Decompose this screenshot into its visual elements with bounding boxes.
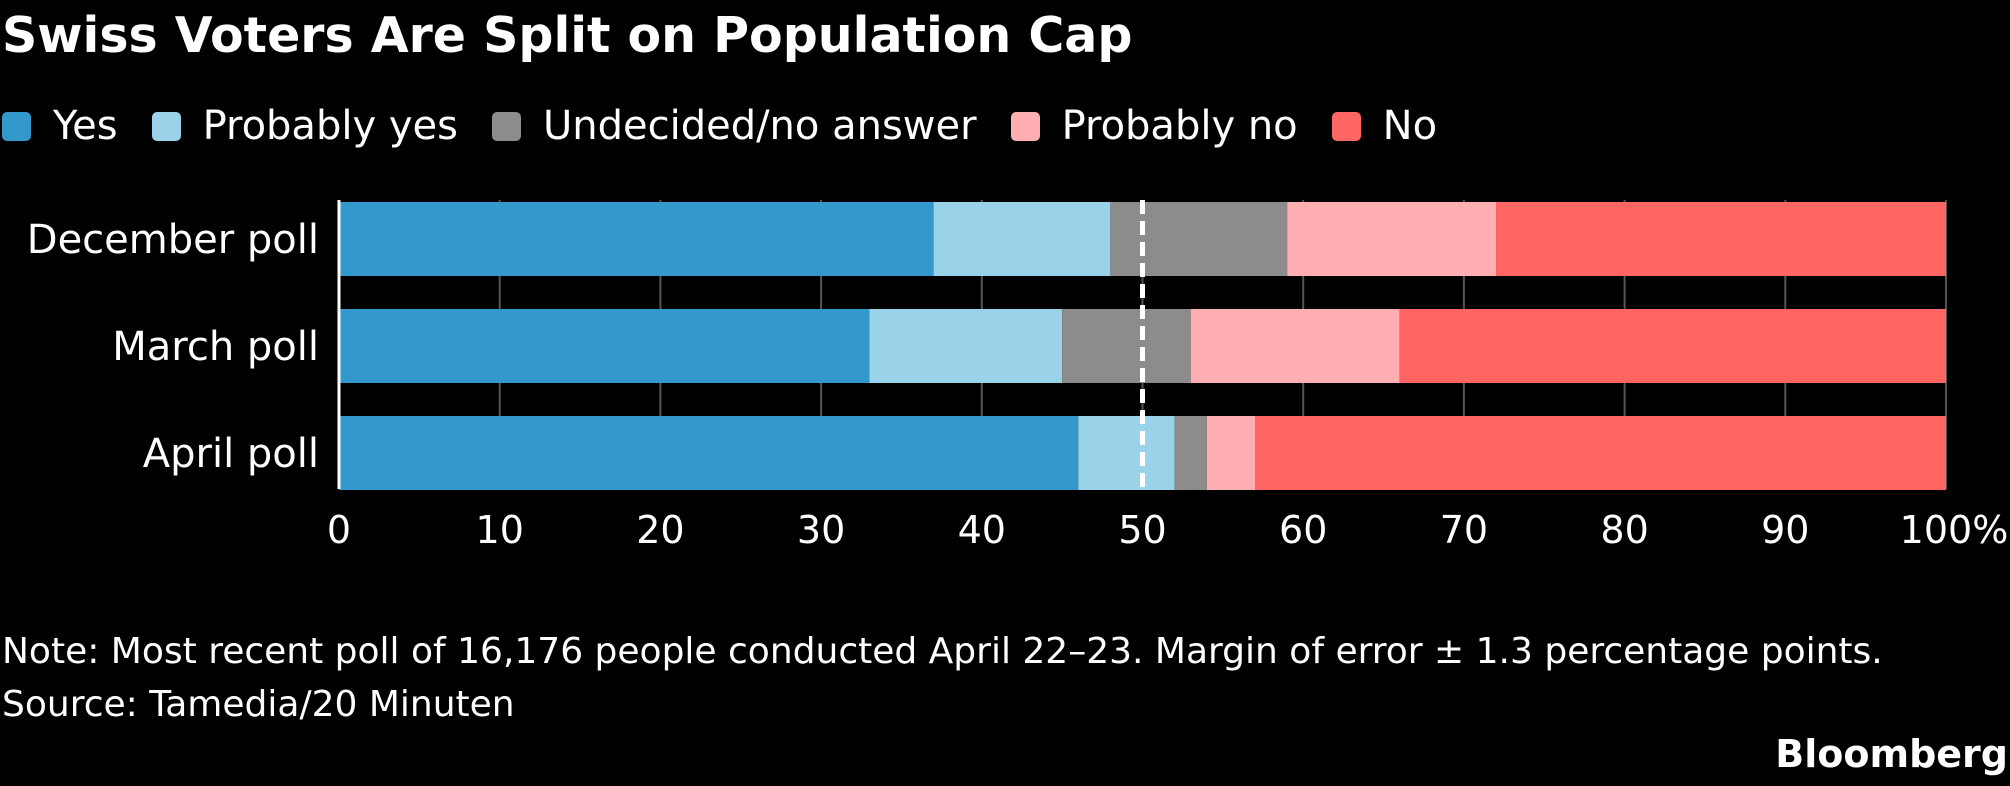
bar-segment-undecided-no-answer-march-poll [1062, 309, 1191, 383]
bar-segment-yes-march-poll [339, 309, 870, 383]
legend-item-probably-no: Probably no [1010, 98, 1298, 154]
bar-segment-undecided-no-answer-april-poll [1174, 416, 1207, 490]
chart-source: Source: Tamedia/20 Minuten [2, 684, 515, 725]
bar-segment-no-march-poll [1399, 309, 1946, 383]
legend-item-no: No [1331, 98, 1438, 154]
bar-segment-probably-yes-april-poll [1078, 416, 1175, 490]
legend-label-no: No [1382, 103, 1438, 149]
x-tick-label: 30 [797, 508, 845, 552]
x-tick-label: 80 [1600, 508, 1648, 552]
legend-label-probably-yes: Probably yes [202, 103, 458, 149]
legend-item-yes: Yes [2, 98, 118, 154]
x-tick-label: 40 [958, 508, 1006, 552]
x-tick-label: 60 [1279, 508, 1327, 552]
bar-segment-probably-yes-march-poll [869, 309, 1063, 383]
category-label: April poll [143, 431, 319, 477]
bar-segment-yes-december-poll [339, 202, 934, 276]
legend-swatch-probably-no [1010, 111, 1040, 141]
x-tick-label: 0 [327, 508, 351, 552]
x-tick-label: 50 [1118, 508, 1166, 552]
legend-label-undecided: Undecided/no answer [542, 103, 977, 149]
legend-swatch-undecided [491, 111, 521, 141]
bar-segment-probably-no-march-poll [1190, 309, 1400, 383]
x-tick-label: 10 [476, 508, 524, 552]
x-tick-label: 70 [1440, 508, 1488, 552]
bar-segment-no-december-poll [1496, 202, 1946, 276]
bar-segment-probably-no-april-poll [1206, 416, 1255, 490]
category-label: December poll [27, 217, 319, 263]
x-tick-label: 100% [1900, 508, 2009, 552]
x-tick-label: 20 [636, 508, 684, 552]
legend-item-probably-yes: Probably yes [151, 98, 458, 154]
legend-label-probably-no: Probably no [1061, 103, 1298, 149]
bloomberg-logo: Bloomberg [1775, 732, 2008, 776]
legend-swatch-yes [2, 111, 31, 141]
x-tick-label: 90 [1761, 508, 1809, 552]
bar-segment-probably-yes-december-poll [933, 202, 1111, 276]
legend: Yes Probably yes Undecided/no answer Pro… [2, 98, 1471, 154]
legend-swatch-no [1331, 111, 1361, 141]
chart-note: Note: Most recent poll of 16,176 people … [2, 631, 1883, 672]
bar-segment-yes-april-poll [339, 416, 1079, 490]
category-label: March poll [112, 324, 319, 370]
legend-swatch-probably-yes [151, 111, 181, 141]
bar-segment-probably-no-december-poll [1287, 202, 1497, 276]
legend-item-undecided: Undecided/no answer [491, 98, 977, 154]
legend-label-yes: Yes [53, 103, 118, 149]
bar-segment-no-april-poll [1254, 416, 1946, 490]
bar-segment-undecided-no-answer-december-poll [1110, 202, 1288, 276]
chart-title: Swiss Voters Are Split on Population Cap [2, 7, 1133, 64]
